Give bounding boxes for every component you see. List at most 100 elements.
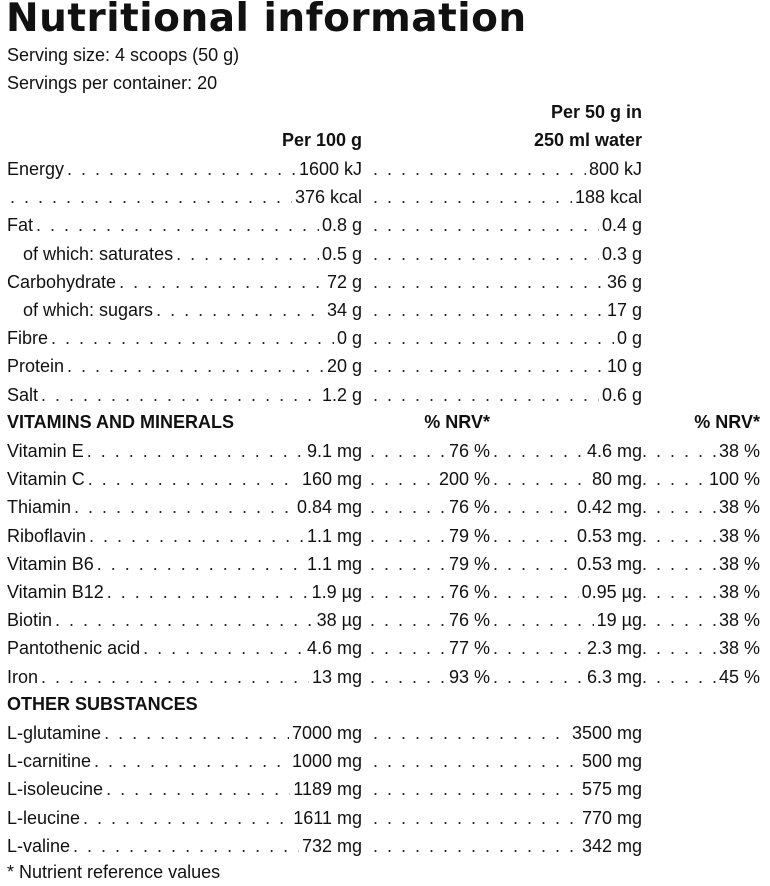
- substance-per50-cell: 575 mg: [370, 775, 642, 803]
- dot-leader: [51, 324, 334, 352]
- nutrient-row: Protein 20 g 10 g: [0, 352, 770, 380]
- dot-leader: [104, 719, 289, 747]
- dot-leader: [89, 522, 304, 550]
- nutrient-row: Salt 1.2 g 0.6 g: [0, 381, 770, 409]
- row-value: 160 mg: [301, 469, 362, 489]
- row-value: 0.8 g: [321, 215, 362, 235]
- substance-per100-cell: L-carnitine 1000 mg: [7, 747, 362, 775]
- row-value: 376 kcal: [294, 187, 362, 207]
- dot-leader: [642, 493, 716, 521]
- dot-leader: [373, 352, 604, 380]
- vitamin-row: Vitamin E 9.1 mg 76 % 4.6 mg 38 %: [0, 437, 770, 465]
- vitamin-row: Riboflavin 1.1 mg 79 % 0.53 mg 38 %: [0, 522, 770, 550]
- row-value: 76 %: [448, 497, 490, 517]
- row-value: 38 %: [718, 441, 760, 461]
- nutrient-per100-cell: of which: saturates 0.5 g: [7, 240, 362, 268]
- row-value: 10 g: [606, 356, 642, 376]
- row-label: of which: sugars: [23, 300, 154, 320]
- vitamin-per50-cell: 4.6 mg: [490, 437, 642, 465]
- vitamin-nrv50-cell: 100 %: [642, 465, 760, 493]
- row-value: 0.3 g: [601, 244, 642, 264]
- row-value: 4.6 mg: [306, 638, 362, 658]
- vitamin-nrv50-cell: 38 %: [642, 550, 760, 578]
- vitamin-per100-cell: Iron 13 mg: [7, 663, 362, 691]
- vitamin-per50-cell: 6.3 mg: [490, 663, 642, 691]
- vitamin-nrv100-cell: 76 %: [370, 437, 490, 465]
- row-value: 0.42 mg: [576, 497, 642, 517]
- nutrient-per50-cell: 0.4 g: [370, 211, 642, 239]
- vitamin-per50-cell: 0.53 mg: [490, 522, 642, 550]
- nutrient-per100-cell: Salt 1.2 g: [7, 381, 362, 409]
- row-label: of which: saturates: [23, 244, 174, 264]
- row-value: 0.4 g: [601, 215, 642, 235]
- vitamin-per50-cell: 0.95 µg: [490, 578, 642, 606]
- dot-leader: [106, 775, 290, 803]
- dot-leader: [493, 550, 574, 578]
- dot-leader: [370, 465, 436, 493]
- dot-leader: [41, 663, 309, 691]
- row-value: 342 mg: [581, 836, 642, 856]
- dot-leader: [67, 352, 324, 380]
- vitamin-per50-cell: 0.42 mg: [490, 493, 642, 521]
- vitamin-nrv50-cell: 38 %: [642, 634, 760, 662]
- dot-leader: [373, 324, 614, 352]
- dot-leader: [493, 493, 574, 521]
- per100-header: Per 100 g: [281, 130, 362, 150]
- dot-leader: [373, 381, 599, 409]
- dot-leader: [642, 522, 716, 550]
- substance-row: L-leucine 1611 mg 770 mg: [0, 804, 770, 832]
- row-label: L-valine: [7, 836, 71, 856]
- row-value: 0.6 g: [601, 385, 642, 405]
- vitamin-per100-cell: Biotin 38 µg: [7, 606, 362, 634]
- dot-leader: [119, 268, 324, 296]
- dot-leader: [10, 183, 292, 211]
- dot-leader: [373, 183, 572, 211]
- vitamin-nrv100-cell: 76 %: [370, 606, 490, 634]
- substance-per100-cell: L-glutamine 7000 mg: [7, 719, 362, 747]
- nutrient-row: of which: sugars 34 g 17 g: [0, 296, 770, 324]
- dot-leader: [73, 832, 299, 860]
- row-value: 20 g: [326, 356, 362, 376]
- substance-row: L-glutamine 7000 mg 3500 mg: [0, 719, 770, 747]
- row-value: 34 g: [326, 300, 362, 320]
- vitamin-row: Biotin 38 µg 76 % 19 µg 38 %: [0, 606, 770, 634]
- row-value: 1000 mg: [291, 751, 362, 771]
- dot-leader: [370, 522, 446, 550]
- row-value: 0.5 g: [321, 244, 362, 264]
- vitamin-nrv50-cell: 38 %: [642, 437, 760, 465]
- dot-leader: [373, 719, 569, 747]
- nutrient-per100-cell: Fibre 0 g: [7, 324, 362, 352]
- dot-leader: [642, 634, 716, 662]
- vitamin-row: Iron 13 mg 93 % 6.3 mg 45 %: [0, 663, 770, 691]
- row-value: 38 %: [718, 610, 760, 630]
- dot-leader: [370, 578, 446, 606]
- row-value: 6.3 mg: [586, 667, 642, 687]
- substance-row: L-isoleucine 1189 mg 575 mg: [0, 775, 770, 803]
- row-label: Pantothenic acid: [7, 638, 141, 658]
- dot-leader: [373, 804, 579, 832]
- nutrient-per100-cell: 376 kcal: [7, 183, 362, 211]
- row-value: 732 mg: [301, 836, 362, 856]
- dot-leader: [493, 578, 579, 606]
- row-value: 38 %: [718, 554, 760, 574]
- row-value: 9.1 mg: [306, 441, 362, 461]
- row-value: 80 mg: [591, 469, 642, 489]
- row-label: L-isoleucine: [7, 779, 104, 799]
- nutrient-row: 376 kcal 188 kcal: [0, 183, 770, 211]
- nutrient-per50-cell: 36 g: [370, 268, 642, 296]
- servings-per-container: Servings per container: 20: [7, 73, 218, 93]
- nutrient-row: Fat 0.8 g 0.4 g: [0, 211, 770, 239]
- nutrient-per50-cell: 0 g: [370, 324, 642, 352]
- dot-leader: [373, 211, 599, 239]
- row-value: 1611 mg: [293, 808, 362, 828]
- row-value: 38 µg: [316, 610, 362, 630]
- vitamin-per100-cell: Riboflavin 1.1 mg: [7, 522, 362, 550]
- row-value: 188 kcal: [574, 187, 642, 207]
- nutrient-row: Fibre 0 g 0 g: [0, 324, 770, 352]
- vitamin-per100-cell: Vitamin B6 1.1 mg: [7, 550, 362, 578]
- substance-per50-cell: 500 mg: [370, 747, 642, 775]
- row-label: Salt: [7, 385, 39, 405]
- row-value: 7000 mg: [291, 723, 362, 743]
- row-label: L-carnitine: [7, 751, 92, 771]
- dot-leader: [370, 493, 446, 521]
